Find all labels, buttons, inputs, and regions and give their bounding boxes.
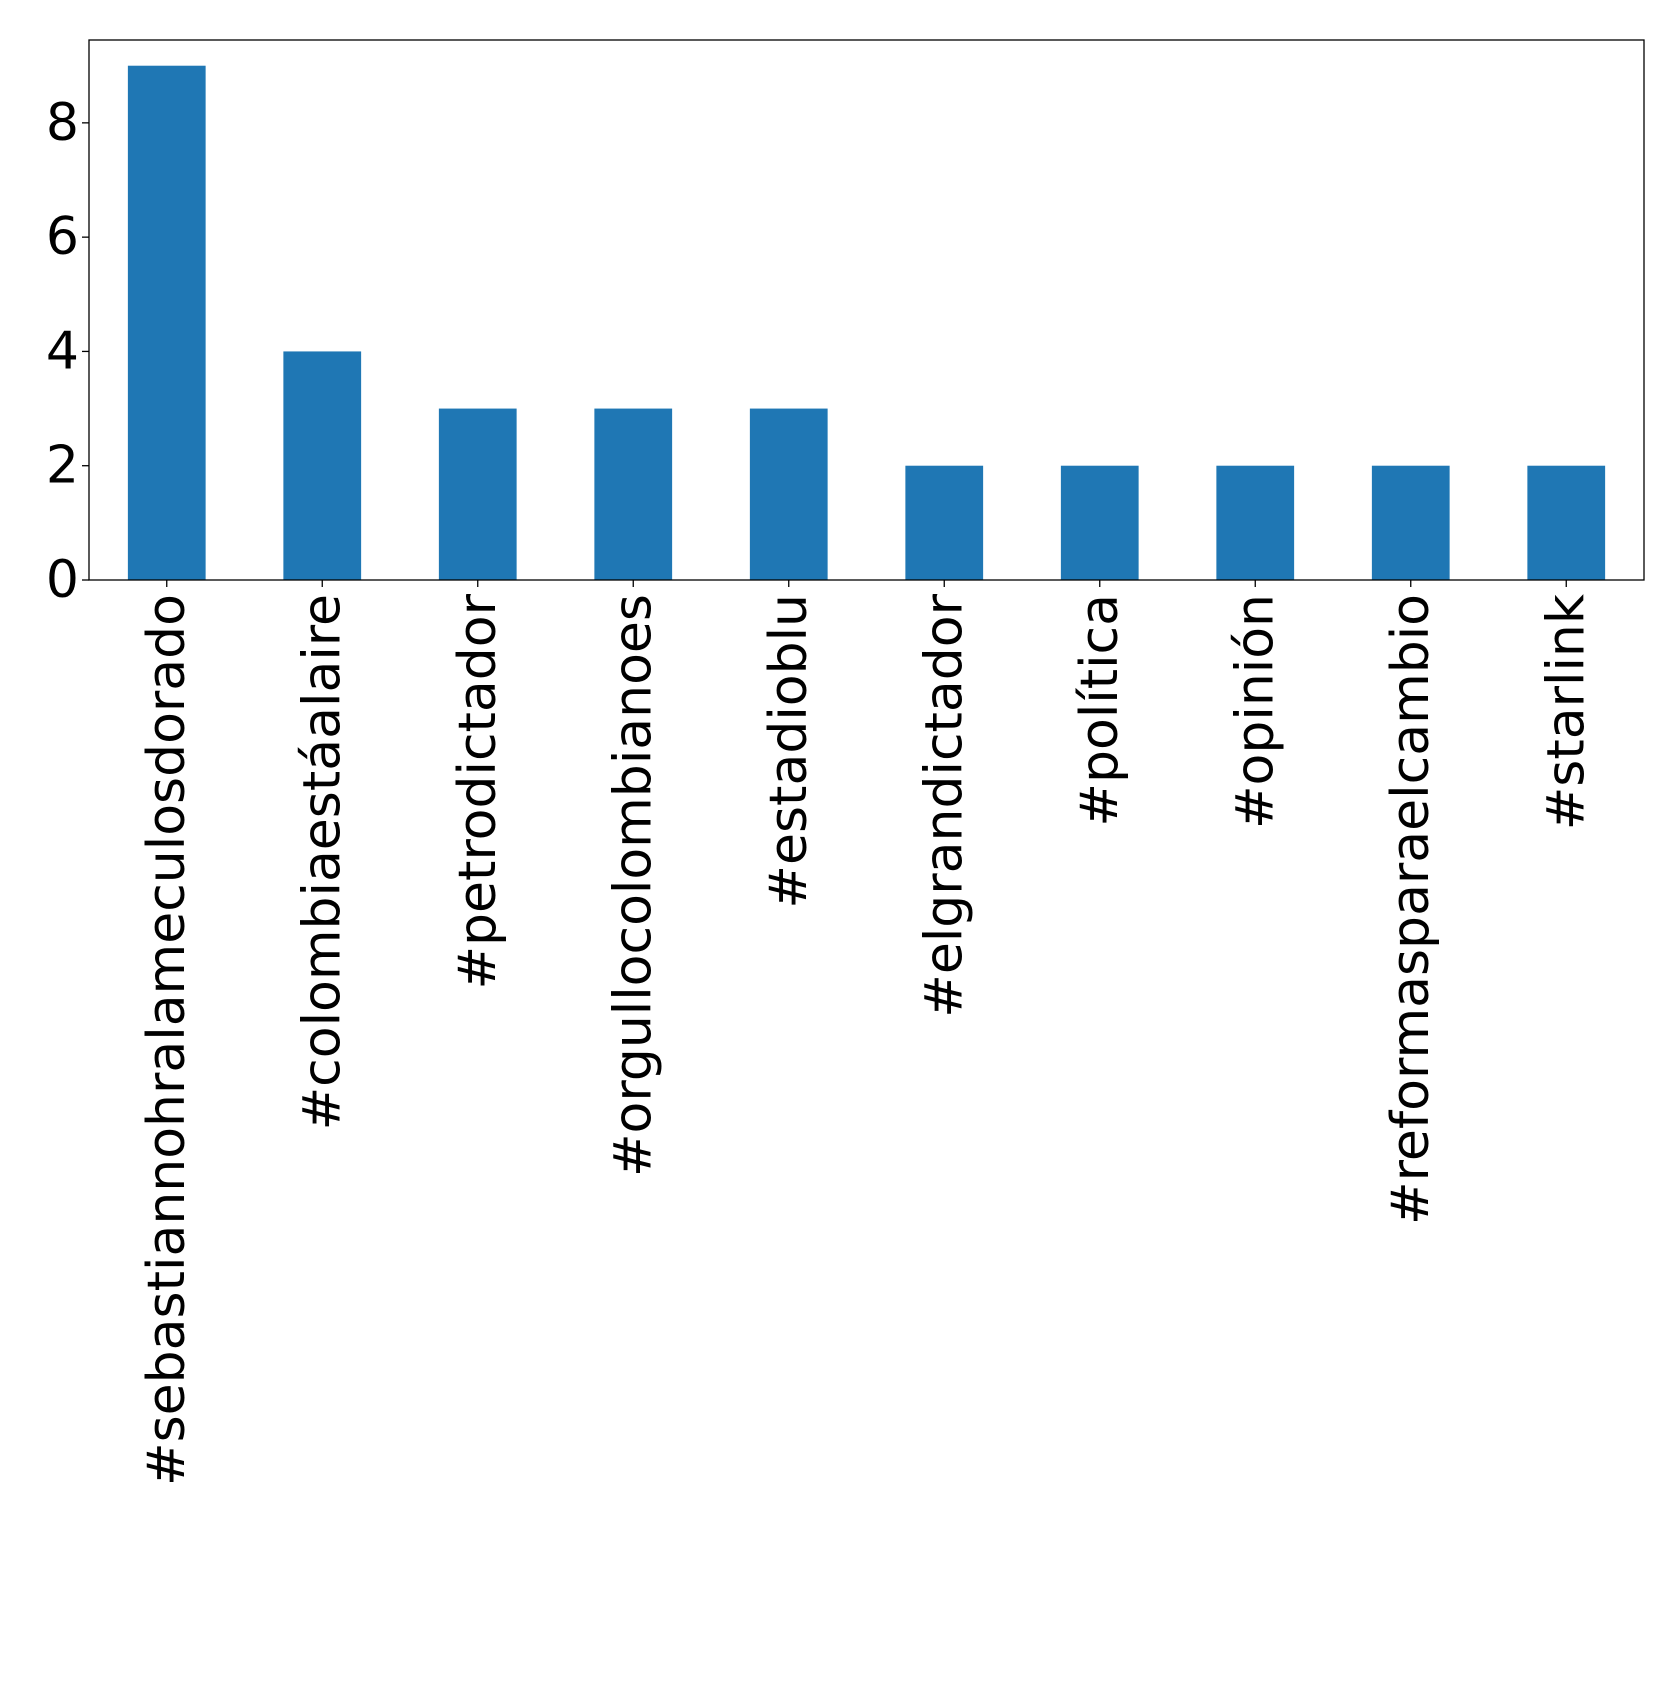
x-tick-label: #elgrandictador — [914, 593, 974, 1017]
x-tick-label: #colombiaestáalaire — [292, 594, 352, 1130]
x-tick-label: #reformasparaelcambio — [1381, 594, 1441, 1225]
x-tick-label: #orgullocolombianoes — [603, 594, 663, 1177]
x-tick-label: #opinión — [1225, 594, 1285, 829]
bar — [1371, 465, 1450, 580]
bar — [1060, 465, 1139, 580]
x-tick-label: #petrodictador — [448, 593, 508, 989]
bar — [438, 408, 517, 580]
y-tick-label: 0 — [46, 550, 79, 610]
y-tick-label: 6 — [46, 207, 79, 267]
bar — [1527, 465, 1606, 580]
bar — [1216, 465, 1295, 580]
x-tick-label: #starlink — [1536, 594, 1596, 830]
y-axis: 0 2 4 6 8 — [46, 93, 89, 610]
y-tick-label: 2 — [46, 436, 79, 496]
bar — [749, 408, 828, 580]
y-tick-label: 4 — [46, 321, 79, 381]
plot-frame — [88, 39, 1645, 581]
x-tick-label: #estadioblu — [759, 594, 819, 909]
bar — [283, 351, 362, 580]
x-tick-label: #política — [1070, 594, 1130, 827]
bar — [905, 465, 984, 580]
x-tick-label: #sebastiannohralameculosdorado — [137, 594, 197, 1486]
x-axis: #sebastiannohralameculosdorado #colombiae… — [137, 580, 1596, 1486]
y-tick-label: 8 — [46, 93, 79, 153]
bar — [127, 65, 206, 580]
bar — [594, 408, 673, 580]
bars-group — [127, 65, 1606, 580]
